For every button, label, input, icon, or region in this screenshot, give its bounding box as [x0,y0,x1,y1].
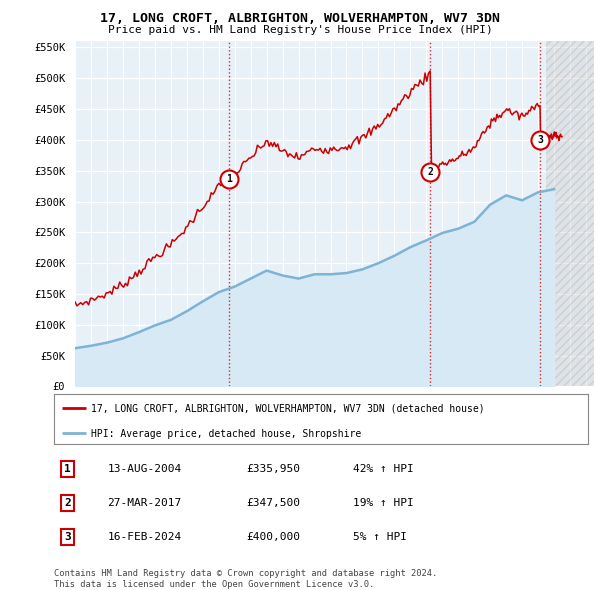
Text: £347,500: £347,500 [246,498,300,508]
Text: £400,000: £400,000 [246,532,300,542]
Text: Contains HM Land Registry data © Crown copyright and database right 2024.
This d: Contains HM Land Registry data © Crown c… [54,569,437,589]
Text: 3: 3 [537,135,543,145]
Bar [546,41,594,386]
Text: 3: 3 [64,532,71,542]
Text: Price paid vs. HM Land Registry's House Price Index (HPI): Price paid vs. HM Land Registry's House … [107,25,493,35]
Text: 16-FEB-2024: 16-FEB-2024 [107,532,182,542]
Text: 1: 1 [64,464,71,474]
Text: 19% ↑ HPI: 19% ↑ HPI [353,498,414,508]
Text: HPI: Average price, detached house, Shropshire: HPI: Average price, detached house, Shro… [91,429,362,438]
Text: 17, LONG CROFT, ALBRIGHTON, WOLVERHAMPTON, WV7 3DN: 17, LONG CROFT, ALBRIGHTON, WOLVERHAMPTO… [100,12,500,25]
Text: 1: 1 [226,175,232,185]
Text: 17, LONG CROFT, ALBRIGHTON, WOLVERHAMPTON, WV7 3DN (detached house): 17, LONG CROFT, ALBRIGHTON, WOLVERHAMPTO… [91,404,485,414]
Text: 42% ↑ HPI: 42% ↑ HPI [353,464,414,474]
Text: £335,950: £335,950 [246,464,300,474]
Text: 2: 2 [427,168,433,177]
Text: 13-AUG-2004: 13-AUG-2004 [107,464,182,474]
Text: 5% ↑ HPI: 5% ↑ HPI [353,532,407,542]
Text: 27-MAR-2017: 27-MAR-2017 [107,498,182,508]
Text: 2: 2 [64,498,71,508]
